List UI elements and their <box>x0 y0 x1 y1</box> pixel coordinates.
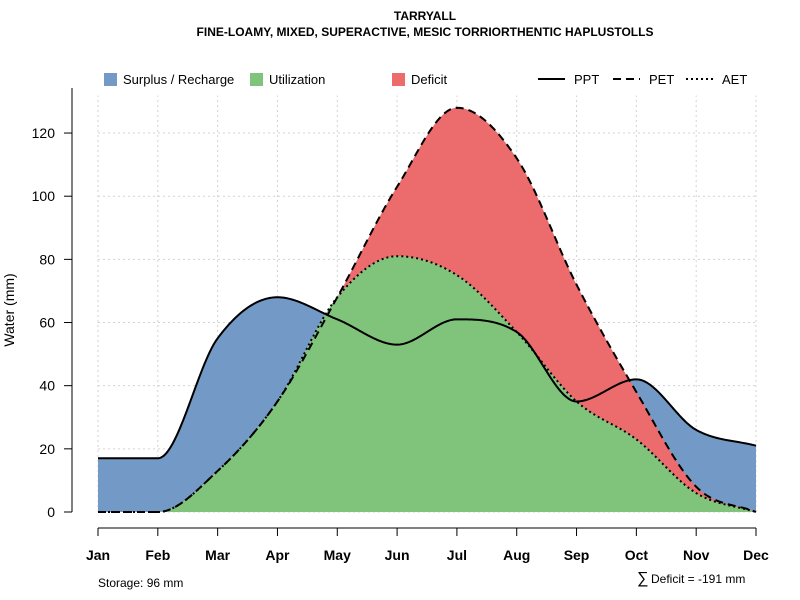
legend-label: Utilization <box>269 72 325 87</box>
x-tick-label: May <box>324 547 351 563</box>
legend-swatch <box>104 73 117 86</box>
y-axis-label: Water (mm) <box>1 273 17 346</box>
legend-swatch <box>392 73 405 86</box>
axes: 0 20 40 60 80 100 120 Jan Feb Mar Apr May Jun Jul Aug S… <box>32 88 769 563</box>
y-tick-label: 60 <box>39 315 55 331</box>
x-tick-label: Nov <box>683 547 710 563</box>
y-tick-label: 80 <box>39 251 55 267</box>
x-tick-label: Oct <box>625 547 649 563</box>
y-tick-label: 100 <box>32 188 56 204</box>
sum-icon: ∑ <box>637 570 648 587</box>
legend-label: Deficit <box>411 72 448 87</box>
x-tick-label: Mar <box>205 547 230 563</box>
legend-label: PPT <box>574 72 599 87</box>
x-tick-label: Apr <box>265 547 290 563</box>
x-tick-label: Aug <box>503 547 530 563</box>
y-tick-label: 20 <box>39 441 55 457</box>
y-tick-label: 120 <box>32 125 56 141</box>
utilization-area <box>98 256 756 512</box>
deficit-area <box>98 107 756 512</box>
x-tick-label: Sep <box>564 547 590 563</box>
x-tick-label: Feb <box>145 547 170 563</box>
legend-label: Surplus / Recharge <box>123 72 234 87</box>
area-fills <box>98 107 756 512</box>
x-tick-label: Jan <box>86 547 110 563</box>
legend-swatch <box>250 73 263 86</box>
pet-line <box>98 106 757 513</box>
legend-label: AET <box>722 72 747 87</box>
x-tick-label: Jun <box>385 547 410 563</box>
storage-note: Storage: 96 mm <box>98 576 183 590</box>
deficit-note: Deficit = -191 mm <box>651 572 745 586</box>
surplus-recharge-area <box>98 256 756 512</box>
x-tick-label: Jul <box>447 547 467 563</box>
ppt-line <box>98 296 757 460</box>
legend: Surplus / Recharge Utilization Deficit PPT P… <box>104 72 747 87</box>
chart-subtitle: FINE-LOAMY, MIXED, SUPERACTIVE, MESIC TO… <box>197 25 654 39</box>
x-tick-label: Dec <box>743 547 769 563</box>
series-lines <box>98 106 757 513</box>
legend-label: PET <box>649 72 674 87</box>
y-tick-label: 40 <box>39 378 55 394</box>
y-tick-label: 0 <box>47 504 55 520</box>
chart-title: TARRYALL <box>394 9 456 23</box>
